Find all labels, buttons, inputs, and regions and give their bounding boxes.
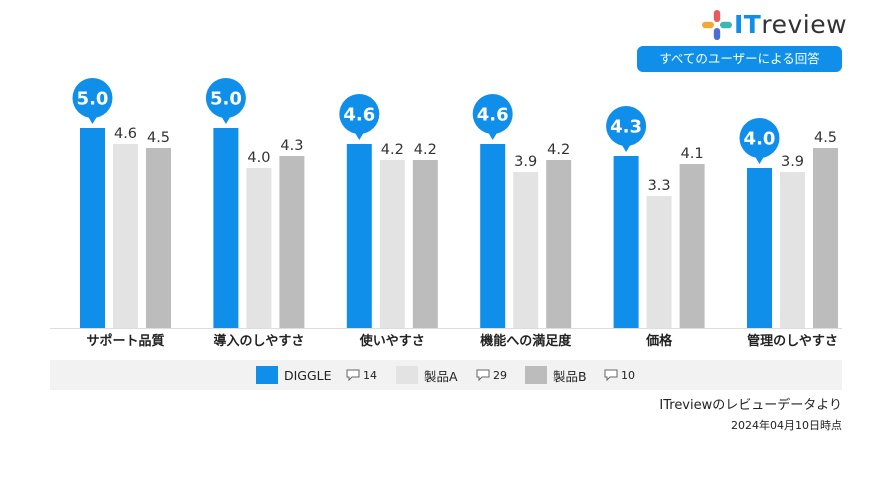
data-label: 4.2 (381, 142, 404, 158)
itreview-logo (702, 10, 732, 40)
data-label: 4.2 (547, 142, 570, 158)
highlight-value-bubble (472, 94, 513, 140)
legend-count-product-a: 29 (476, 366, 507, 384)
bar-product-b-1 (279, 156, 305, 328)
data-label: 4.2 (414, 142, 437, 158)
data-label: 4.3 (280, 138, 303, 154)
bar-product-a-3 (513, 172, 539, 328)
bar-diggle-2 (346, 144, 372, 328)
highlight-value-bubble (739, 118, 780, 164)
data-label: 3.9 (514, 154, 537, 170)
comment-icon (476, 369, 490, 381)
bar-product-b-3 (546, 160, 572, 328)
comment-icon (604, 369, 618, 381)
legend-count-diggle: 14 (346, 366, 377, 384)
legend-count-product-b-value: 10 (621, 368, 635, 382)
bar-product-b-0 (146, 148, 171, 328)
legend-label-product-a: 製品A (424, 368, 458, 384)
data-label: 4.5 (814, 130, 837, 146)
data-label: 4.0 (247, 150, 270, 166)
highlight-value-bubble (205, 78, 246, 124)
bar-diggle-4 (613, 156, 639, 328)
data-source-note: ITreviewのレビューデータより (659, 398, 842, 413)
comment-icon (346, 369, 360, 381)
highlight-value-bubble (339, 94, 380, 140)
legend-count-product-a-value: 29 (493, 368, 507, 382)
category-label: 機能への満足度 (480, 333, 572, 349)
legend-item-diggle: DIGGLE (256, 366, 332, 384)
legend-label-product-b: 製品B (553, 368, 587, 384)
as-of-date: 2024年04月10日時点 (731, 419, 842, 432)
bar-diggle-1 (213, 128, 239, 328)
bar-product-b-5 (813, 148, 838, 328)
all-users-badge: すべてのユーザーによる回答 (637, 46, 842, 72)
bar-product-b-2 (412, 160, 438, 328)
legend-count-diggle-value: 14 (363, 368, 377, 382)
legend-item-product-b: 製品B (525, 366, 587, 384)
bar-product-a-0 (113, 144, 138, 328)
legend-swatch-diggle (256, 366, 278, 384)
data-label-diggle: 5.0 (77, 89, 109, 110)
highlight-value-bubble (606, 106, 647, 152)
bar-diggle-5 (747, 168, 772, 328)
bar-product-a-5 (780, 172, 805, 328)
category-label: 価格 (645, 333, 673, 349)
data-label: 3.3 (648, 178, 671, 194)
category-label: 使いやすさ (359, 333, 425, 349)
data-label-diggle: 4.0 (744, 129, 776, 150)
category-label: 管理のしやすさ (747, 333, 838, 349)
bar-product-a-4 (646, 196, 672, 328)
legend-swatch-product-a (396, 366, 418, 384)
data-label-diggle: 4.3 (610, 117, 642, 138)
highlight-value-bubble (72, 78, 113, 124)
legend-count-product-b: 10 (604, 366, 635, 384)
legend-swatch-product-b (525, 366, 547, 384)
legend-item-product-a: 製品A (396, 366, 458, 384)
data-label: 4.5 (147, 130, 170, 146)
bar-diggle-3 (480, 144, 506, 328)
logo-wordmark: ITreview (734, 10, 848, 39)
category-label: サポート品質 (86, 333, 164, 349)
data-label-diggle: 4.6 (343, 105, 375, 126)
data-label: 4.1 (681, 146, 704, 162)
data-label-diggle: 5.0 (210, 89, 242, 110)
bar-product-a-1 (246, 168, 272, 328)
chart-legend: DIGGLE 14 製品A 29 製品B 10 (50, 360, 842, 390)
bar-product-b-4 (679, 164, 705, 328)
data-label: 3.9 (781, 154, 804, 170)
legend-label-diggle: DIGGLE (284, 367, 332, 383)
data-label-diggle: 4.6 (477, 105, 509, 126)
bar-diggle-0 (80, 128, 105, 328)
category-label: 導入のしやすさ (213, 333, 304, 349)
bar-product-a-2 (379, 160, 405, 328)
data-label: 4.6 (114, 126, 137, 142)
bar-chart: 5.0 4.6 4.5 サポート品質 5.0 4.0 4.3 導入のしやすさ 4.6 4.2 4.2… (50, 78, 842, 349)
